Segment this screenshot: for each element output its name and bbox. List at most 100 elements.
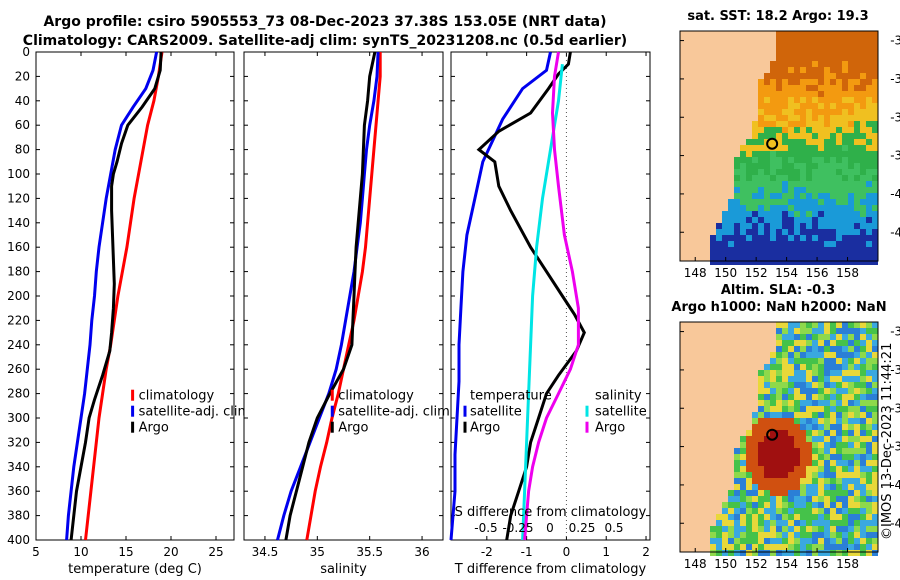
sla-ocean-cell bbox=[836, 436, 842, 442]
sst-ocean-cell bbox=[854, 163, 860, 169]
depth-tick-label: 100 bbox=[7, 167, 30, 181]
sla-ocean-cell bbox=[800, 370, 806, 376]
difference-xtick-label: 1 bbox=[602, 545, 610, 559]
sla-ocean-cell bbox=[752, 490, 758, 496]
sla-ocean-cell bbox=[824, 388, 830, 394]
sla-ocean-cell bbox=[734, 532, 740, 538]
sst-ocean-cell bbox=[842, 157, 848, 163]
sla-ocean-cell bbox=[770, 502, 776, 508]
sst-lat-label: -34 bbox=[890, 72, 900, 86]
sla-ocean-cell bbox=[746, 442, 752, 448]
sst-ocean-cell bbox=[830, 109, 836, 115]
sst-ocean-cell bbox=[788, 163, 794, 169]
sst-ocean-cell bbox=[860, 85, 866, 91]
sla-ocean-cell bbox=[860, 496, 866, 502]
sla-ocean-cell bbox=[782, 334, 788, 340]
sla-ocean-cell bbox=[854, 496, 860, 502]
sla-ocean-cell bbox=[746, 478, 752, 484]
sla-ocean-cell bbox=[788, 514, 794, 520]
sla-ocean-cell bbox=[782, 370, 788, 376]
sst-ocean-cell bbox=[782, 97, 788, 103]
sst-ocean-cell bbox=[752, 205, 758, 211]
sst-ocean-cell bbox=[830, 121, 836, 127]
sla-ocean-cell bbox=[854, 322, 860, 328]
sst-ocean-cell bbox=[854, 235, 860, 241]
sla-ocean-cell bbox=[854, 538, 860, 544]
sst-ocean-cell bbox=[734, 169, 740, 175]
sst-ocean-cell bbox=[866, 139, 872, 145]
sst-ocean-cell bbox=[800, 175, 806, 181]
sla-ocean-cell bbox=[764, 514, 770, 520]
sst-ocean-cell bbox=[842, 103, 848, 109]
sst-ocean-cell bbox=[848, 79, 854, 85]
sla-ocean-cell bbox=[836, 520, 842, 526]
sst-ocean-cell bbox=[812, 175, 818, 181]
sst-ocean-cell bbox=[848, 97, 854, 103]
sla-ocean-cell bbox=[872, 478, 878, 484]
sst-ocean-cell bbox=[824, 133, 830, 139]
sst-ocean-cell bbox=[752, 199, 758, 205]
sst-ocean-cell bbox=[770, 217, 776, 223]
sst-ocean-cell bbox=[788, 157, 794, 163]
sst-ocean-cell bbox=[788, 91, 794, 97]
sst-ocean-cell bbox=[776, 157, 782, 163]
sla-ocean-cell bbox=[872, 454, 878, 460]
sla-ocean-cell bbox=[794, 328, 800, 334]
sla-ocean-cell bbox=[836, 334, 842, 340]
sla-ocean-cell bbox=[764, 394, 770, 400]
sla-ocean-cell bbox=[866, 406, 872, 412]
sst-ocean-cell bbox=[830, 145, 836, 151]
sla-ocean-cell bbox=[836, 352, 842, 358]
sla-ocean-cell bbox=[794, 322, 800, 328]
sla-ocean-cell bbox=[854, 460, 860, 466]
sla-ocean-cell bbox=[806, 430, 812, 436]
sla-ocean-cell bbox=[764, 376, 770, 382]
sst-ocean-cell bbox=[740, 169, 746, 175]
sst-ocean-cell bbox=[854, 103, 860, 109]
sla-ocean-cell bbox=[848, 496, 854, 502]
sla-ocean-cell bbox=[872, 322, 878, 328]
sst-ocean-cell bbox=[860, 115, 866, 121]
sst-ocean-cell bbox=[836, 43, 842, 49]
sst-ocean-cell bbox=[728, 259, 734, 265]
sla-ocean-cell bbox=[764, 454, 770, 460]
sla-ocean-cell bbox=[782, 532, 788, 538]
sst-ocean-cell bbox=[860, 247, 866, 253]
sla-ocean-cell bbox=[758, 472, 764, 478]
difference-xtick-label: 2 bbox=[642, 545, 650, 559]
sla-ocean-cell bbox=[734, 538, 740, 544]
sst-ocean-cell bbox=[866, 259, 872, 265]
sst-ocean-cell bbox=[740, 187, 746, 193]
sst-ocean-cell bbox=[812, 49, 818, 55]
sla-ocean-cell bbox=[854, 454, 860, 460]
sla-ocean-cell bbox=[728, 532, 734, 538]
sst-ocean-cell bbox=[788, 115, 794, 121]
sla-ocean-cell bbox=[830, 460, 836, 466]
sla-ocean-cell bbox=[728, 526, 734, 532]
sst-ocean-cell bbox=[734, 163, 740, 169]
sst-ocean-cell bbox=[824, 199, 830, 205]
sla-ocean-cell bbox=[854, 508, 860, 514]
sst-ocean-cell bbox=[782, 175, 788, 181]
sst-ocean-cell bbox=[818, 205, 824, 211]
sst-ocean-cell bbox=[758, 97, 764, 103]
sla-ocean-cell bbox=[728, 550, 734, 556]
sla-ocean-cell bbox=[842, 502, 848, 508]
sla-ocean-cell bbox=[818, 520, 824, 526]
sla-ocean-cell bbox=[872, 466, 878, 472]
sst-ocean-cell bbox=[806, 217, 812, 223]
sla-ocean-cell bbox=[722, 544, 728, 550]
sst-ocean-cell bbox=[770, 253, 776, 259]
difference-plot-frame bbox=[450, 51, 651, 541]
sla-map-subtitle: Argo h1000: NaN h2000: NaN bbox=[671, 300, 887, 315]
sla-ocean-cell bbox=[824, 394, 830, 400]
sla-ocean-cell bbox=[752, 478, 758, 484]
sla-ocean-cell bbox=[776, 406, 782, 412]
sla-ocean-cell bbox=[860, 394, 866, 400]
sla-ocean-cell bbox=[806, 466, 812, 472]
sla-ocean-cell bbox=[806, 328, 812, 334]
sst-ocean-cell bbox=[854, 115, 860, 121]
sla-ocean-cell bbox=[848, 436, 854, 442]
sst-ocean-cell bbox=[848, 235, 854, 241]
sst-ocean-cell bbox=[734, 187, 740, 193]
